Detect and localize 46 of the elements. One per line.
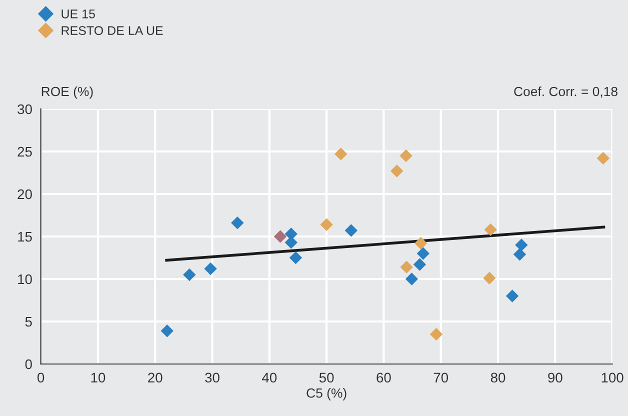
point — [506, 290, 519, 302]
x-tick-label: 60 — [376, 372, 391, 383]
point — [289, 251, 302, 264]
y-tick-label: 5 — [25, 316, 32, 327]
point — [390, 164, 404, 178]
point — [405, 272, 418, 286]
point — [513, 248, 526, 261]
point — [484, 223, 497, 236]
x-tick-label: 80 — [490, 372, 506, 383]
y-tick-label: 25 — [18, 146, 32, 157]
y-tick-label: 20 — [18, 189, 32, 200]
x-axis-title: C5 (%) — [306, 388, 346, 400]
point — [183, 268, 196, 282]
point — [515, 238, 528, 252]
point — [596, 152, 610, 165]
x-tick-label: 10 — [91, 372, 106, 383]
point — [483, 272, 496, 285]
x-tick-label: 50 — [319, 372, 334, 383]
legend-label: UE 15 — [62, 10, 95, 18]
x-tick-label: 0 — [38, 372, 44, 383]
x-tick-label: 90 — [548, 372, 562, 383]
x-tick-label: 20 — [148, 372, 162, 383]
x-tick-label: 30 — [205, 372, 220, 383]
x-tick-label: 40 — [262, 372, 277, 383]
legend-label: RESTO DE LA UE — [62, 26, 163, 35]
y-tick-label: 15 — [18, 232, 32, 242]
point — [416, 247, 430, 260]
point — [160, 324, 174, 338]
point — [413, 258, 426, 271]
point — [400, 260, 413, 274]
point — [344, 224, 358, 237]
point — [274, 230, 287, 243]
point — [334, 148, 348, 160]
y-tick-label: 10 — [18, 274, 32, 284]
y-tick-label: 0 — [25, 359, 32, 370]
x-tick-label: 100 — [602, 372, 624, 383]
y-axis-title: ROE (%) — [42, 86, 93, 99]
y-tick-label: 30 — [18, 104, 32, 114]
point — [430, 328, 443, 341]
point — [231, 216, 244, 230]
point — [400, 149, 412, 162]
x-tick-label: 70 — [434, 372, 448, 383]
point — [414, 236, 428, 250]
point — [204, 262, 217, 276]
point — [320, 218, 333, 231]
text: Coef. Corr. = 0,18 — [514, 86, 618, 98]
